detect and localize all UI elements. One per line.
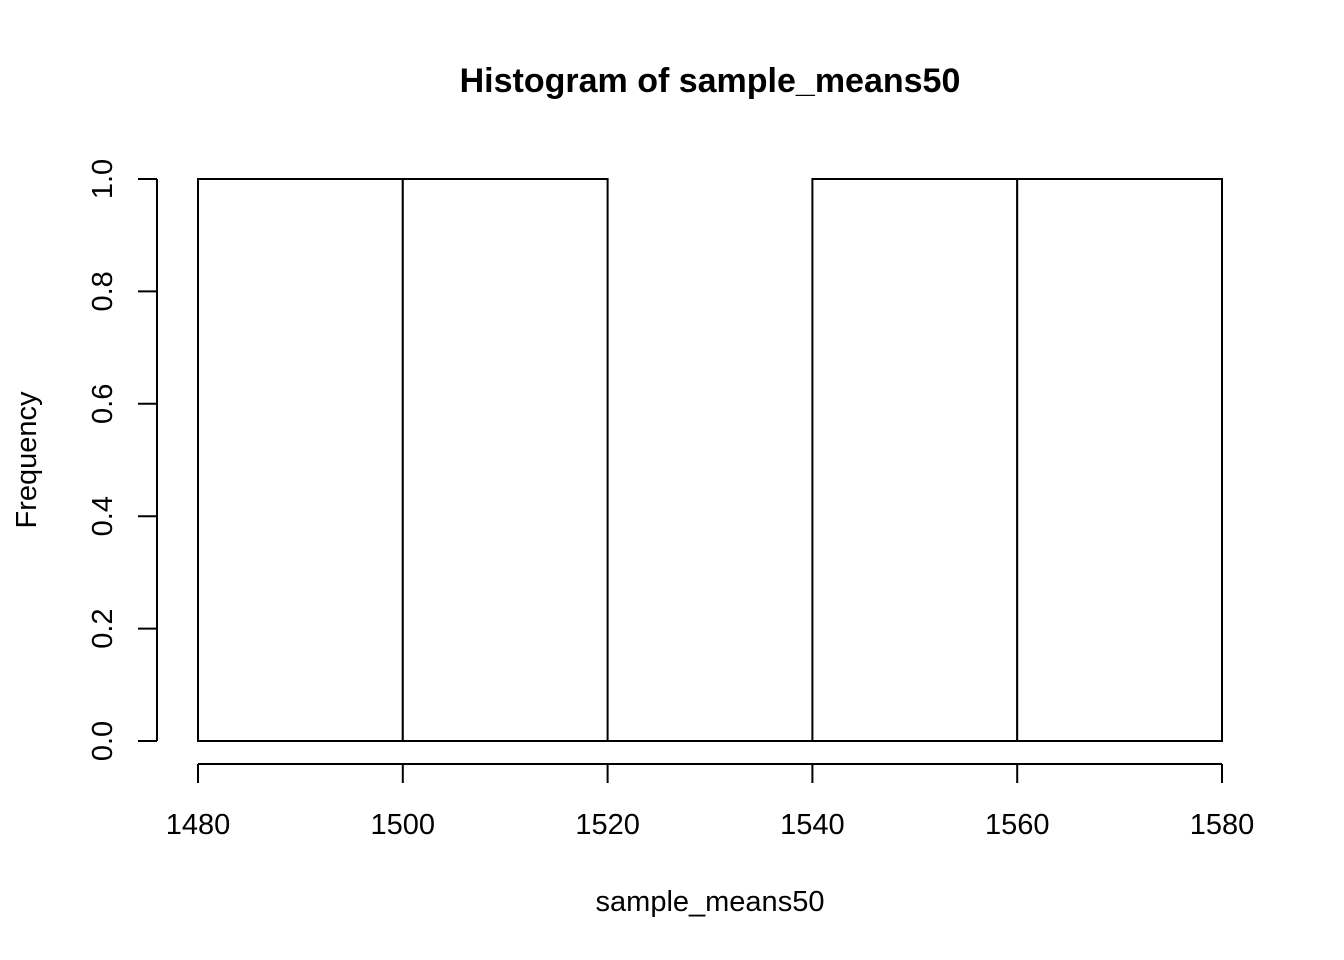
y-tick-label: 1.0 — [87, 159, 119, 199]
x-axis: 1480 1500 1520 1540 1560 1580 — [166, 763, 1255, 841]
y-axis: 0.0 0.2 0.4 0.6 0.8 1.0 — [87, 159, 158, 761]
histogram-bar — [401, 178, 609, 742]
x-tick-label: 1520 — [575, 809, 640, 841]
y-tick-label: 0.6 — [87, 384, 119, 424]
y-tick-label: 0.2 — [87, 608, 119, 648]
chart-title: Histogram of sample_means50 — [460, 62, 961, 100]
x-tick-label: 1580 — [1190, 809, 1255, 841]
histogram-bar — [1016, 178, 1224, 742]
y-tick-label: 0.8 — [87, 271, 119, 311]
y-axis-label: Frequency — [11, 391, 43, 529]
y-tick-label: 0.4 — [87, 496, 119, 536]
histogram-bar — [197, 178, 404, 742]
x-tick-label: 1500 — [371, 809, 436, 841]
y-tick-label: 0.0 — [87, 721, 119, 761]
x-tick-label: 1560 — [985, 809, 1050, 841]
x-axis-label: sample_means50 — [596, 886, 825, 918]
x-tick-label: 1540 — [780, 809, 845, 841]
histogram-bar — [811, 178, 1019, 742]
bars-layer — [197, 178, 1224, 742]
x-tick-label: 1480 — [166, 809, 231, 841]
